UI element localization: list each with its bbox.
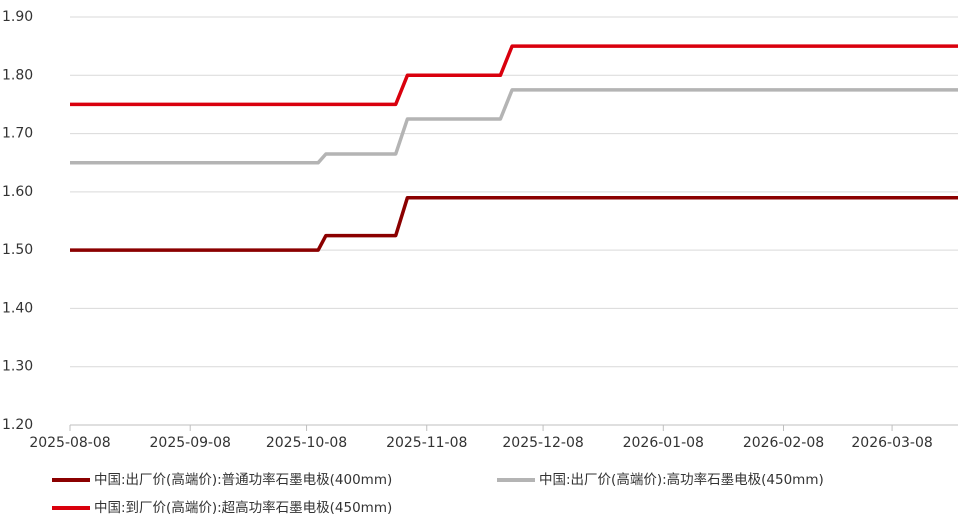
x-tick-label: 2025-10-08: [266, 435, 347, 451]
x-tick-label: 2025-12-08: [502, 435, 583, 451]
y-tick-label: 1.50: [2, 242, 33, 258]
series-line: [70, 44, 958, 107]
y-tick-label: 1.80: [2, 67, 33, 83]
x-tick-label: 2026-01-08: [623, 435, 704, 451]
series-line: [70, 88, 958, 165]
legend-label: 中国:出厂价(高端价):普通功率石墨电极(400mm): [94, 471, 392, 488]
legend-label: 中国:出厂价(高端价):高功率石墨电极(450mm): [539, 471, 824, 488]
y-tick-label: 1.60: [2, 184, 33, 200]
x-tick-label: 2026-03-08: [851, 435, 932, 451]
x-tick-label: 2025-11-08: [386, 435, 467, 451]
legend-label: 中国:到厂价(高端价):超高功率石墨电极(450mm): [94, 499, 392, 516]
x-tick-label: 2025-09-08: [150, 435, 231, 451]
y-tick-label: 1.70: [2, 126, 33, 142]
y-tick-label: 1.30: [2, 359, 33, 375]
y-tick-label: 1.90: [2, 9, 33, 25]
x-tick-label: 2026-02-08: [743, 435, 824, 451]
series-line: [70, 195, 958, 252]
x-tick-label: 2025-08-08: [29, 435, 110, 451]
y-tick-label: 1.20: [2, 417, 33, 433]
y-tick-label: 1.40: [2, 300, 33, 316]
